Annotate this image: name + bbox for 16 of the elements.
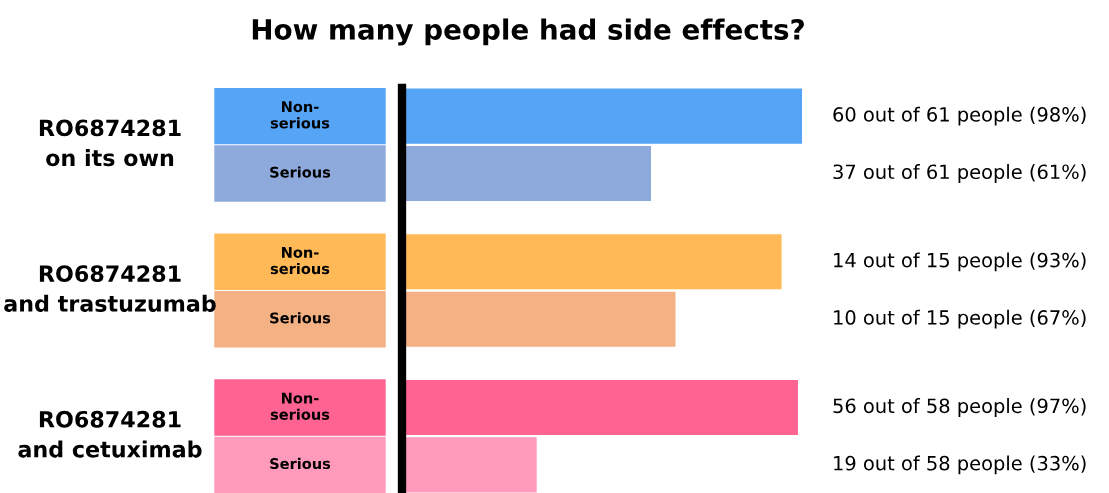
y-tick-label: Serious [270, 166, 331, 178]
text: RO6874281 and cetuximab [18, 410, 202, 458]
data-label: 37 out of 61 people (61%) [833, 164, 1086, 183]
data-label: 56 out of 58 people (97%) [833, 398, 1086, 417]
text: RO6874281 on its own [39, 119, 181, 167]
y-tick-label: Serious [270, 312, 331, 324]
chart-title: How many people had side effects? [252, 18, 804, 46]
data-label: 14 out of 15 people (93%) [834, 252, 1086, 272]
y-tick-label: Non- serious [270, 392, 330, 420]
y-tick-label: Non- serious [270, 247, 330, 275]
data-label: 10 out of 15 people (67%) [834, 309, 1086, 329]
y-tick-label: Serious [270, 457, 331, 470]
data-label: 19 out of 58 people (33%) [834, 455, 1086, 475]
y-tick-label: Non- serious [270, 101, 330, 129]
data-label: 60 out of 61 people (98%) [833, 106, 1086, 126]
text: RO6874281 and trastuzumab [4, 265, 216, 312]
